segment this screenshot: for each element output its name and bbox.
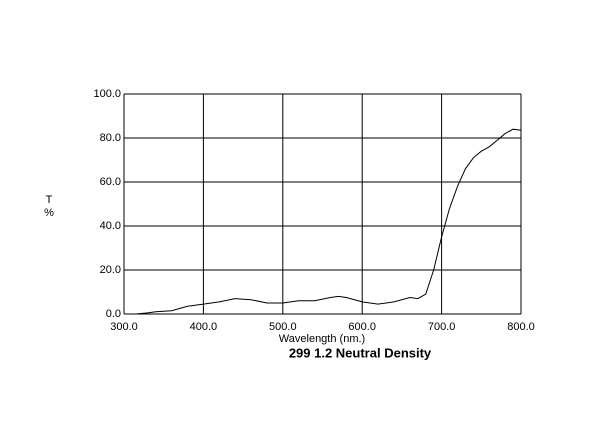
- y-tick-label: 100.0: [93, 88, 121, 100]
- y-tick-label: 40.0: [100, 220, 121, 232]
- y-axis-label: %: [44, 207, 54, 219]
- x-tick-label: 500.0: [269, 321, 297, 333]
- y-axis-label: T: [46, 194, 53, 206]
- y-tick-label: 60.0: [100, 176, 121, 188]
- y-tick-label: 80.0: [100, 132, 121, 144]
- x-tick-label: 800.0: [507, 321, 535, 333]
- y-tick-label: 0.0: [106, 308, 121, 320]
- x-tick-label: 300.0: [110, 321, 138, 333]
- x-tick-label: 700.0: [428, 321, 456, 333]
- chart-title: 299 1.2 Neutral Density: [289, 345, 432, 360]
- x-tick-label: 600.0: [348, 321, 376, 333]
- data-line: [135, 128, 522, 315]
- y-tick-label: 20.0: [100, 264, 121, 276]
- x-axis-label: Wavelength (nm.): [279, 333, 365, 345]
- x-tick-label: 400.0: [190, 321, 218, 333]
